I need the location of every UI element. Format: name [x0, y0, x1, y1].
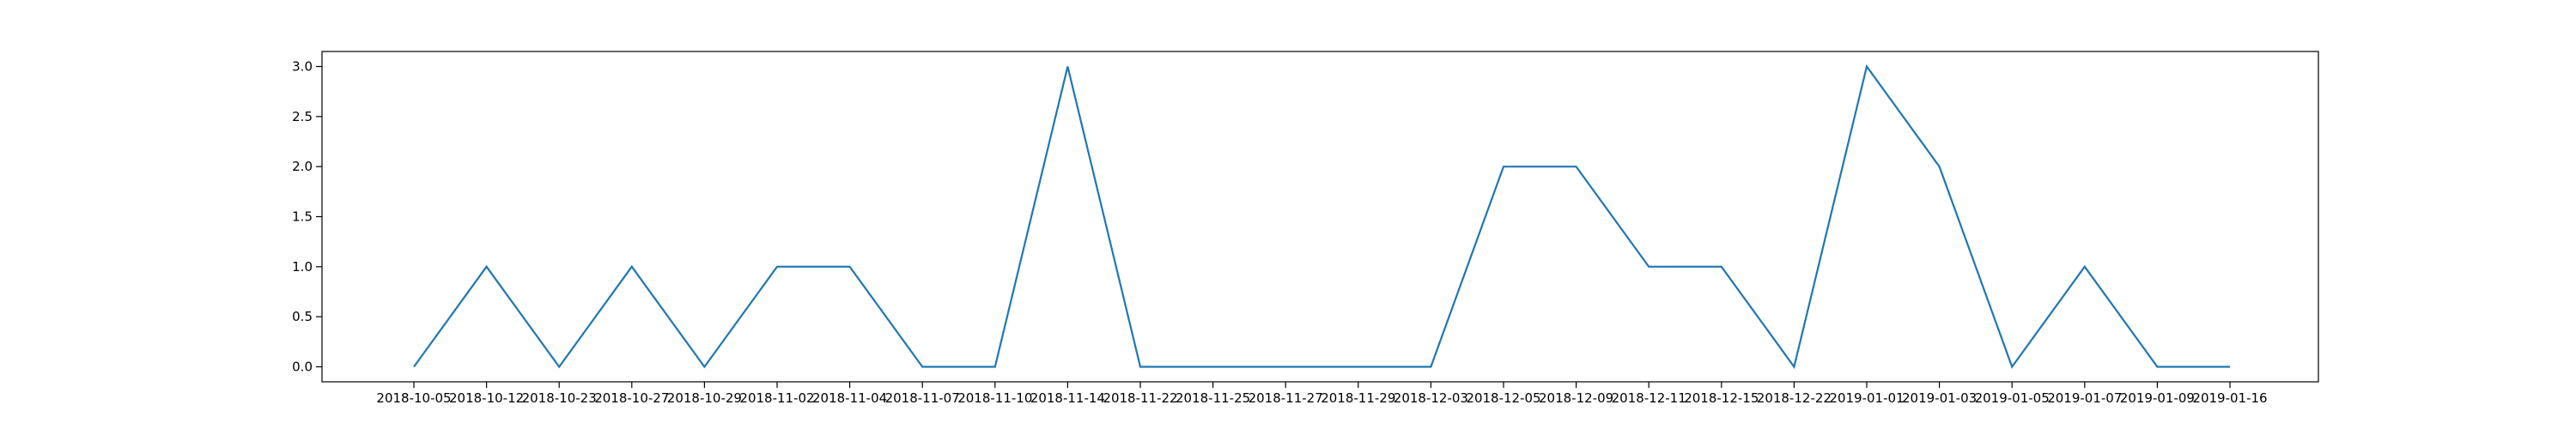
- y-tick-label: 2.5: [292, 109, 313, 124]
- x-tick-label: 2018-11-14: [1030, 390, 1105, 406]
- x-tick-label: 2018-10-05: [376, 390, 451, 406]
- x-tick-label: 2018-12-11: [1612, 390, 1686, 406]
- x-tick-label: 2018-12-05: [1466, 390, 1540, 406]
- x-tick-label: 2019-01-16: [2192, 390, 2267, 406]
- x-axis: 2018-10-052018-10-122018-10-232018-10-27…: [376, 382, 2268, 406]
- x-tick-label: 2018-11-25: [1176, 390, 1250, 406]
- y-tick-label: 1.0: [292, 259, 313, 275]
- plot-area-frame: [321, 51, 2319, 383]
- x-tick-label: 2018-10-29: [667, 390, 742, 406]
- x-tick-label: 2018-10-23: [522, 390, 597, 406]
- x-tick-label: 2018-11-07: [885, 390, 960, 406]
- x-tick-label: 2019-01-05: [1975, 390, 2050, 406]
- series-layer: [413, 63, 2230, 370]
- y-tick-label: 3.0: [292, 59, 313, 75]
- x-tick-label: 2019-01-01: [1829, 390, 1904, 406]
- x-tick-label: 2019-01-09: [2120, 390, 2195, 406]
- y-tick-label: 2.0: [292, 159, 313, 174]
- x-tick-label: 2018-11-04: [812, 390, 887, 406]
- x-tick-label: 2018-12-22: [1757, 390, 1832, 406]
- x-tick-label: 2019-01-07: [2047, 390, 2122, 406]
- x-tick-label: 2018-11-27: [1249, 390, 1323, 406]
- y-axis: 0.0 0.5 1.0 1.5 2.0 2.5 3.0: [292, 59, 322, 375]
- series-line: [413, 63, 2230, 370]
- x-tick-label: 2018-11-10: [957, 390, 1032, 406]
- x-tick-label: 2018-11-22: [1103, 390, 1177, 406]
- y-tick-label: 0.0: [292, 360, 313, 375]
- x-tick-label: 2018-12-03: [1394, 390, 1468, 406]
- x-tick-label: 2018-12-15: [1684, 390, 1759, 406]
- x-tick-label: 2019-01-03: [1902, 390, 1977, 406]
- x-tick-label: 2018-11-02: [739, 390, 814, 406]
- x-tick-label: 2018-10-27: [594, 390, 669, 406]
- y-tick-label: 0.5: [292, 309, 313, 324]
- y-tick-label: 1.5: [292, 209, 313, 225]
- x-tick-label: 2018-10-12: [449, 390, 524, 406]
- x-tick-label: 2018-11-29: [1321, 390, 1395, 406]
- x-tick-label: 2018-12-09: [1539, 390, 1613, 406]
